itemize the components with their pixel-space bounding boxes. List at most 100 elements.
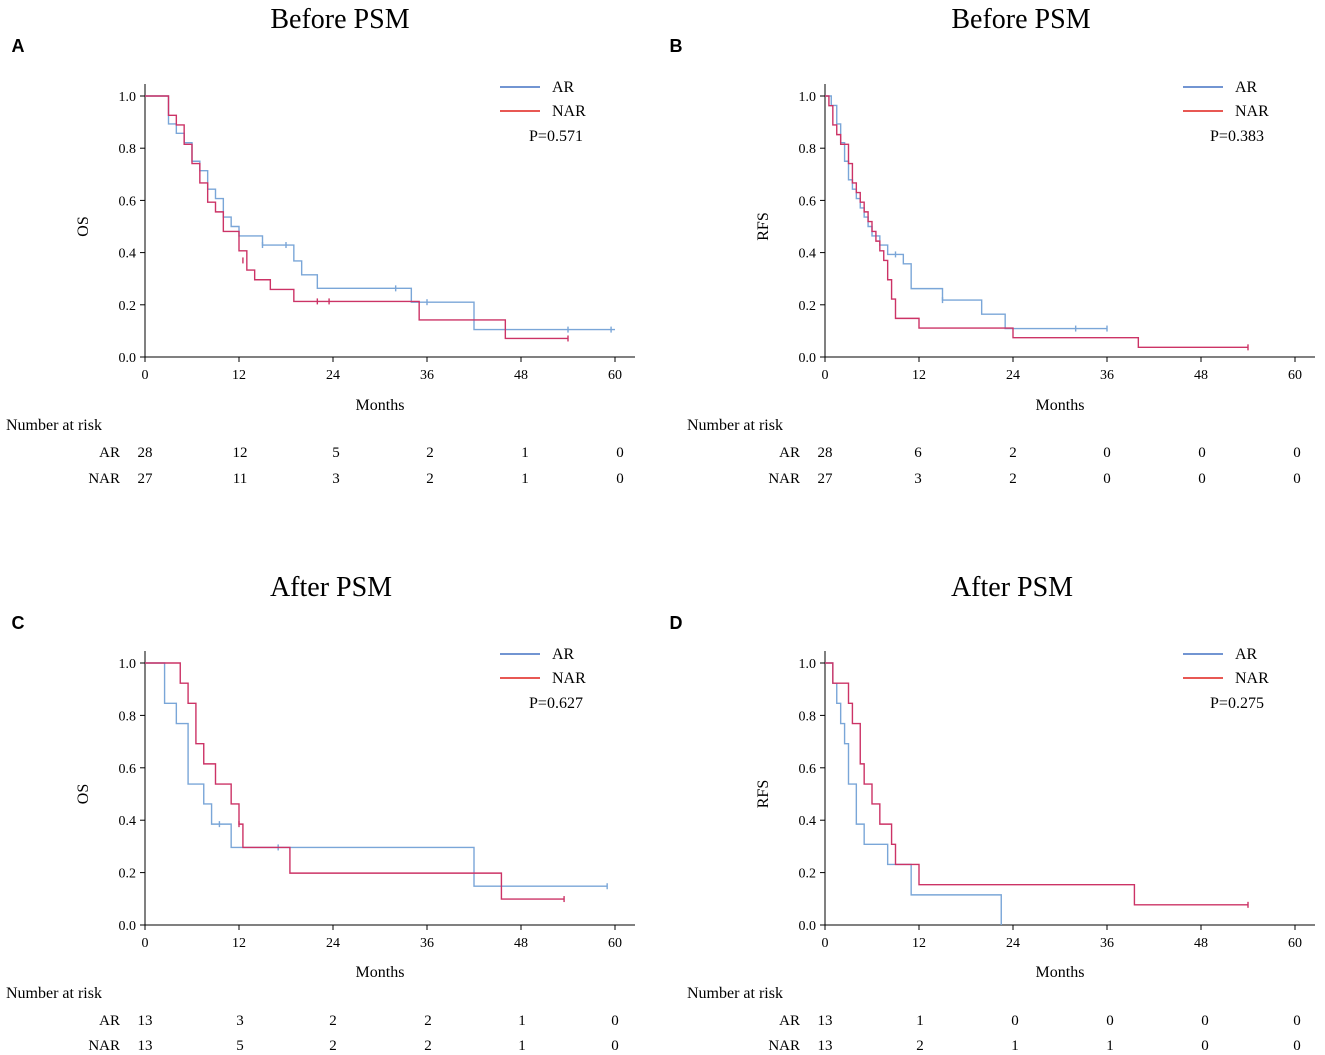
x-tick-label: 36 [1100, 936, 1114, 951]
x-axis-label: Months [1036, 964, 1085, 981]
y-tick-label: 0.0 [119, 351, 137, 366]
risk-table-header: Number at risk [6, 985, 102, 1002]
risk-row-label: AR [99, 1013, 120, 1029]
km-curve-nar [145, 95, 568, 340]
x-axis-label: Months [356, 397, 405, 414]
x-tick-label: 60 [608, 368, 622, 383]
risk-cell: 0 [1198, 471, 1206, 487]
risk-cell: 13 [818, 1038, 833, 1054]
risk-cell: 0 [1198, 445, 1206, 461]
y-tick-label: 1.0 [799, 657, 817, 672]
y-tick-label: 1.0 [119, 657, 137, 672]
x-tick-label: 48 [514, 368, 528, 383]
risk-row-label: NAR [88, 471, 120, 487]
x-tick-label: 36 [420, 368, 434, 383]
panel-letter: B [670, 36, 683, 56]
risk-cell: 13 [138, 1038, 153, 1054]
risk-row-label: AR [99, 445, 120, 461]
y-tick-label: 0.2 [119, 299, 137, 314]
x-tick-label: 60 [1288, 936, 1302, 951]
legend-label-ar: AR [552, 79, 575, 96]
legend-label-ar: AR [552, 646, 575, 663]
risk-row-label: NAR [88, 1038, 120, 1054]
panel-letter: C [12, 613, 25, 633]
x-tick-label: 60 [1288, 368, 1302, 383]
km-curve-ar [825, 662, 1002, 925]
y-tick-label: 0.6 [799, 762, 817, 777]
risk-cell: 12 [233, 445, 248, 461]
y-tick-label: 0.0 [799, 919, 817, 934]
x-tick-label: 0 [142, 936, 149, 951]
risk-cell: 0 [616, 445, 624, 461]
risk-cell: 1 [518, 1038, 526, 1054]
risk-row-label: AR [779, 1013, 800, 1029]
risk-row-label: NAR [768, 1038, 800, 1054]
y-tick-label: 1.0 [799, 90, 817, 105]
risk-cell: 0 [1011, 1013, 1019, 1029]
panel-letter: D [670, 613, 683, 633]
risk-cell: 0 [611, 1038, 619, 1054]
risk-cell: 0 [1201, 1013, 1209, 1029]
km-curve-nar [145, 662, 565, 900]
y-tick-label: 0.0 [119, 919, 137, 934]
risk-cell: 3 [914, 471, 922, 487]
x-tick-label: 12 [912, 936, 926, 951]
p-value: P=0.571 [529, 128, 583, 145]
risk-cell: 1 [521, 471, 529, 487]
risk-cell: 0 [1106, 1013, 1114, 1029]
risk-cell: 2 [426, 471, 434, 487]
km-curve-ar [145, 662, 608, 887]
chart-title: Before PSM [270, 4, 409, 35]
km-curve-nar [825, 662, 1248, 906]
risk-cell: 1 [1106, 1038, 1114, 1054]
x-tick-label: 24 [326, 936, 340, 951]
risk-cell: 0 [1293, 445, 1301, 461]
x-tick-label: 24 [1006, 936, 1020, 951]
p-value: P=0.275 [1210, 695, 1264, 712]
risk-cell: 6 [914, 445, 922, 461]
risk-cell: 28 [818, 445, 833, 461]
chart-title: After PSM [951, 572, 1073, 603]
x-tick-label: 60 [608, 936, 622, 951]
risk-table-header: Number at risk [687, 417, 783, 434]
risk-row-label: AR [779, 445, 800, 461]
risk-row-label: NAR [768, 471, 800, 487]
risk-cell: 1 [916, 1013, 924, 1029]
x-tick-label: 24 [1006, 368, 1020, 383]
chart-title: Before PSM [951, 4, 1090, 35]
x-tick-label: 12 [912, 368, 926, 383]
risk-cell: 2 [1009, 471, 1017, 487]
risk-cell: 0 [1103, 445, 1111, 461]
risk-cell: 1 [521, 445, 529, 461]
x-tick-label: 0 [142, 368, 149, 383]
risk-cell: 0 [1293, 471, 1301, 487]
y-tick-label: 0.2 [119, 867, 137, 882]
y-tick-label: 0.4 [119, 247, 137, 262]
legend-label-ar: AR [1235, 646, 1258, 663]
y-tick-label: 0.8 [799, 142, 817, 157]
x-tick-label: 24 [326, 368, 340, 383]
x-tick-label: 12 [232, 368, 246, 383]
risk-cell: 0 [611, 1013, 619, 1029]
y-tick-label: 0.6 [119, 194, 137, 209]
risk-cell: 5 [332, 445, 340, 461]
y-axis-label: RFS [755, 780, 772, 808]
y-tick-label: 0.8 [119, 709, 137, 724]
risk-cell: 13 [138, 1013, 153, 1029]
y-tick-label: 0.0 [799, 351, 817, 366]
y-tick-label: 1.0 [119, 90, 137, 105]
km-curve-nar [825, 95, 1248, 349]
y-tick-label: 0.4 [799, 814, 817, 829]
p-value: P=0.627 [529, 695, 583, 712]
risk-cell: 0 [1293, 1013, 1301, 1029]
p-value: P=0.383 [1210, 128, 1264, 145]
risk-cell: 3 [332, 471, 340, 487]
y-tick-label: 0.2 [799, 867, 817, 882]
risk-cell: 2 [329, 1038, 337, 1054]
risk-cell: 1 [518, 1013, 526, 1029]
y-axis-label: OS [75, 784, 92, 804]
